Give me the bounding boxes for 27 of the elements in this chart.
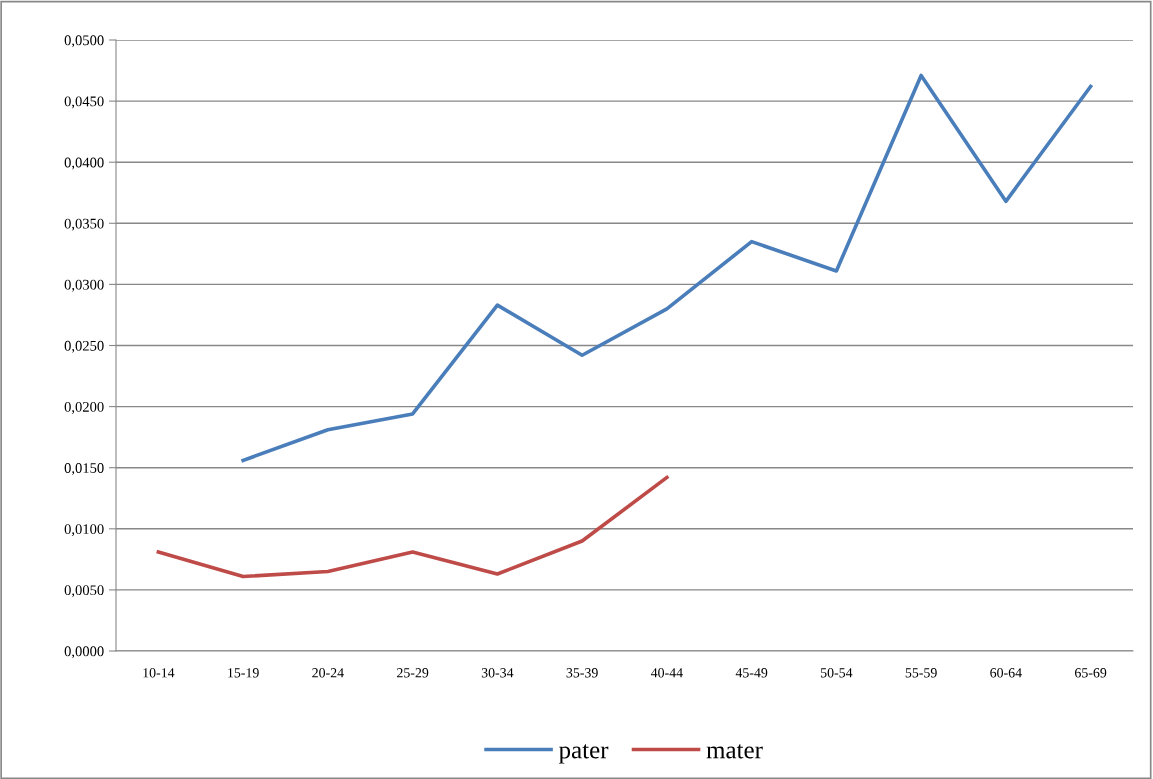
y-tick-label: 0,0150 [64, 463, 104, 475]
y-tick-label: 0,0100 [64, 524, 104, 537]
x-tick-label: 40-44 [650, 668, 683, 678]
y-tick-label: 0,0200 [64, 401, 104, 414]
x-tick-label: 60-64 [990, 668, 1022, 678]
y-tick-label: 0,0250 [64, 340, 104, 353]
x-tick-label: 55-59 [905, 668, 937, 678]
legend-label: mater [706, 744, 763, 759]
x-tick-label: 65-69 [1075, 668, 1107, 678]
x-tick-label: 20-24 [312, 668, 344, 678]
x-tick-label: 35-39 [566, 668, 598, 678]
y-tick-label: 0,0500 [64, 35, 104, 48]
y-tick-label: 0,0450 [64, 96, 104, 109]
y-tick-label: 0,0050 [64, 585, 104, 598]
x-tick-label: 10-14 [143, 668, 175, 678]
line-series [156, 475, 669, 579]
y-tick-label: 0,0300 [64, 279, 104, 292]
x-tick-label: 45-49 [735, 668, 768, 678]
legend-label: pater [558, 744, 609, 764]
y-tick-label: 0,0000 [64, 646, 104, 659]
y-tick-label: 0,0350 [64, 218, 104, 231]
x-tick-label: 50-54 [820, 668, 853, 678]
x-tick-label: 25-29 [397, 668, 429, 678]
x-tick-label: 30-34 [481, 668, 514, 678]
line-series [241, 73, 1093, 463]
y-tick-label: 0,0400 [64, 157, 104, 170]
x-tick-label: 15-19 [228, 668, 259, 678]
